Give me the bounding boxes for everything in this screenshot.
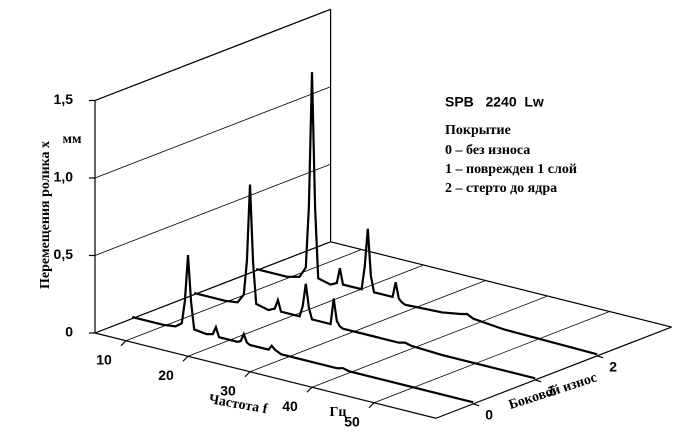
series-line xyxy=(193,184,536,380)
series-line xyxy=(255,72,598,356)
y-tick-label: 1,5 xyxy=(54,91,74,107)
y-tick-label: 0,5 xyxy=(54,246,74,262)
axis-line xyxy=(435,326,672,419)
grid-line xyxy=(94,8,331,101)
series-line xyxy=(131,254,474,404)
x-axis-label: Частота f xyxy=(208,392,269,417)
grid-line xyxy=(94,163,331,256)
y-tick-label: 0 xyxy=(65,324,73,340)
x-tick-label: 30 xyxy=(220,382,236,398)
tick-mark xyxy=(473,403,480,407)
z-tick-label: 0 xyxy=(485,407,493,423)
x-tick-label: 10 xyxy=(96,351,112,367)
y-tick-label: 1,0 xyxy=(54,169,74,185)
y-axis-label: Перемещения ролика x xyxy=(38,141,53,289)
x-axis-unit: Гц xyxy=(330,405,347,420)
chart-title: SPB 2240 Lw xyxy=(445,94,544,110)
tick-mark xyxy=(368,402,375,409)
tick-mark xyxy=(597,355,604,359)
grid-line xyxy=(187,264,424,357)
legend-entry: 0 – без износа xyxy=(445,143,530,158)
legend-entry: 1 – поврежден 1 слой xyxy=(445,162,577,177)
y-axis-unit: мм xyxy=(62,132,82,147)
x-tick-label: 50 xyxy=(344,413,360,429)
x-tick-label: 40 xyxy=(282,398,298,414)
tick-mark xyxy=(182,355,189,362)
tick-mark xyxy=(120,340,127,347)
tick-mark xyxy=(306,386,313,393)
grid-line xyxy=(94,241,331,334)
grid-line xyxy=(94,86,331,179)
tick-mark xyxy=(535,379,542,383)
x-tick-label: 20 xyxy=(158,367,174,383)
axis-line xyxy=(330,241,672,328)
legend-title: Покрытие xyxy=(445,123,511,138)
tick-mark xyxy=(244,371,251,378)
legend-entry: 2 – стерто до ядра xyxy=(445,181,557,196)
axis-line xyxy=(94,332,437,419)
z-tick-label: 1 xyxy=(547,383,555,399)
z-tick-label: 2 xyxy=(609,359,617,375)
